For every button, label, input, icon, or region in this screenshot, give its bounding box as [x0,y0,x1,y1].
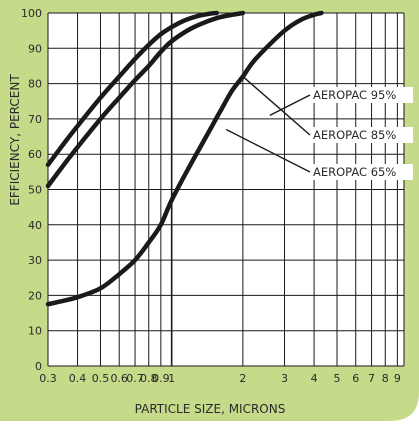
y-tick-label: 20 [28,289,42,302]
x-tick-label: 0.4 [69,372,87,385]
leader-line-1 [269,94,311,116]
x-tick-label: 0.8 [140,372,158,385]
series-curve-3 [45,10,324,307]
series-label-3: AEROPAC 65% [313,165,396,179]
y-tick-label: 90 [28,42,42,55]
x-tick-label: 9 [394,372,401,385]
x-tick-label: 3 [281,372,288,385]
x-tick-label: 0.3 [39,372,57,385]
series-label-background-3 [311,164,413,180]
curves [45,10,324,307]
y-tick-label: 0 [35,360,42,373]
x-tick-label: 0.5 [92,372,110,385]
x-tick-label: 0.9 [152,372,170,385]
series-label-2: AEROPAC 85% [313,128,396,142]
y-tick-label: 100 [21,7,42,20]
x-tick-label: 6 [352,372,359,385]
y-tick-label: 70 [28,113,42,126]
x-tick-labels: 0.3 0.4 0.5 0.60.70.80.91 2 3 4 5 6 7 8 9 [39,372,401,385]
y-axis-label: EFFICIENCY, PERCENT [8,74,22,206]
x-tick-label: 1 [168,372,175,385]
grid [47,12,405,367]
leader-line-2 [242,76,311,136]
y-tick-label: 10 [28,325,42,338]
x-tick-label: 8 [382,372,389,385]
y-tick-label: 40 [28,219,42,232]
y-tick-label: 80 [28,78,42,91]
label-leaders: AEROPAC 95% AEROPAC 85% AEROPAC 65% [225,76,413,180]
y-tick-label: 50 [28,184,42,197]
series-label-1: AEROPAC 95% [313,88,396,102]
x-tick-label: 5 [333,372,340,385]
x-tick-label: 7 [368,372,375,385]
y-tick-labels: 0 10 20 30 40 50 60 70 80 90 100 [21,7,42,373]
x-tick-label: 0.6 [110,372,128,385]
y-tick-label: 30 [28,254,42,267]
x-tick-label: 4 [311,372,318,385]
series-label-background-1 [311,87,413,103]
x-tick-label: 0.7 [126,372,144,385]
x-axis-label: PARTICLE SIZE, MICRONS [135,402,286,416]
x-tick-label: 2 [239,372,246,385]
series-curve-2 [45,10,246,189]
series-curve-1 [45,10,219,168]
series-label-background-2 [311,127,413,143]
y-tick-label: 60 [28,148,42,161]
leader-line-3 [225,128,311,173]
